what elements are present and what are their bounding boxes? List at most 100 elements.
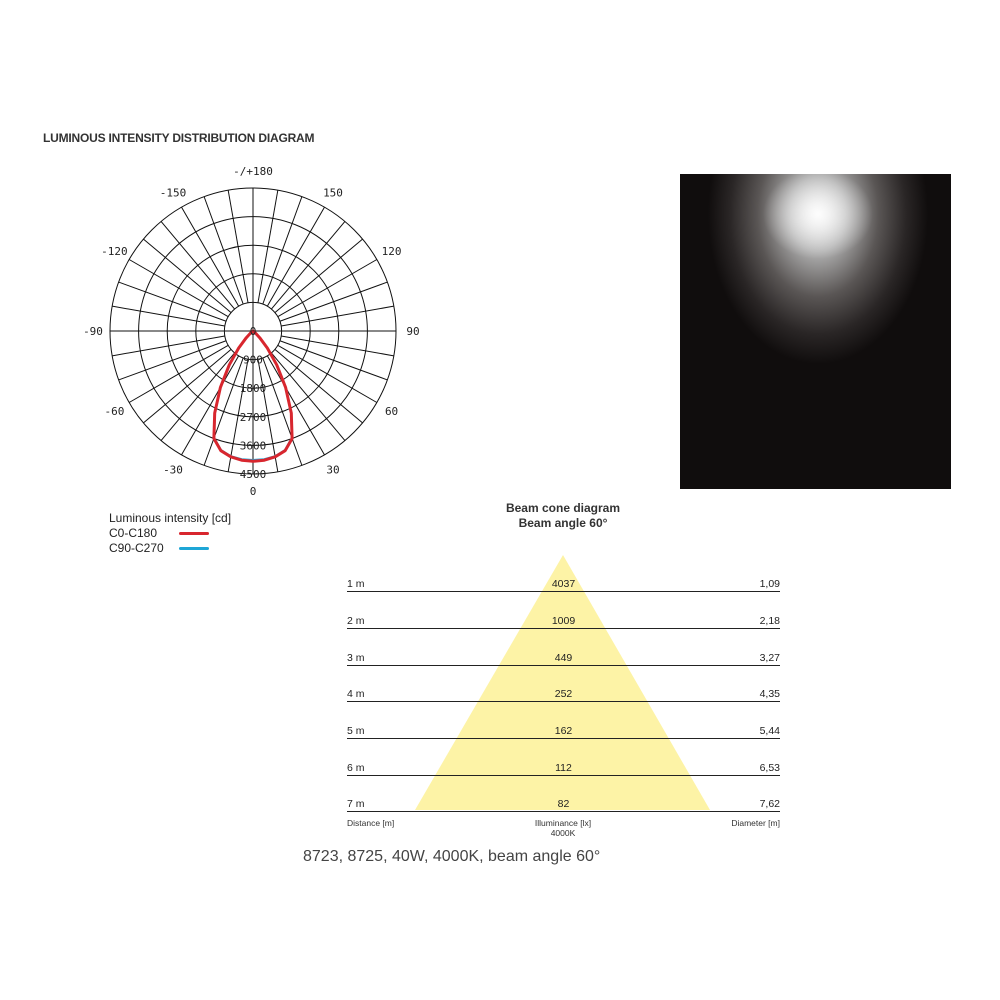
angle-label: 60 <box>385 405 398 418</box>
beam-angle-label: Beam angle 60° <box>518 516 608 530</box>
distance-value: 7 m <box>347 798 365 810</box>
grid-spoke <box>262 196 303 305</box>
diameter-header: Diameter [m] <box>731 818 780 828</box>
illuminance-value: 1009 <box>551 615 576 627</box>
grid-spoke <box>277 259 378 318</box>
table-row: 6 m 112 6,53 <box>347 759 780 776</box>
diameter-value: 3,27 <box>759 652 780 664</box>
angle-label: 0 <box>250 485 257 498</box>
grid-spoke <box>181 206 240 307</box>
legend-swatch-blue <box>179 547 209 550</box>
legend-item-c90-c270: C90-C270 <box>109 541 231 556</box>
grid-spoke <box>281 335 394 357</box>
grid-spoke <box>118 340 227 381</box>
grid-spoke <box>143 349 232 424</box>
diameter-value: 6,53 <box>759 762 780 774</box>
grid-spoke <box>227 190 249 303</box>
distance-value: 3 m <box>347 652 365 664</box>
diameter-value: 1,09 <box>759 578 780 590</box>
illuminance-cct: 4000K <box>550 828 576 838</box>
distance-value: 5 m <box>347 725 365 737</box>
illuminance-value: 162 <box>554 725 573 737</box>
table-row: 1 m 4037 1,09 <box>347 575 780 592</box>
angle-label: 150 <box>323 186 343 199</box>
illuminance-header: Illuminance [lx] 4000K <box>513 818 613 838</box>
grid-spoke <box>279 281 388 322</box>
series-curve-c0-c180 <box>212 329 294 463</box>
grid-spoke <box>112 305 225 327</box>
grid-spoke <box>271 352 346 441</box>
distance-value: 2 m <box>347 615 365 627</box>
table-row: 2 m 1009 2,18 <box>347 612 780 629</box>
grid-spoke <box>112 335 225 357</box>
grid-spoke <box>227 359 249 472</box>
grid-spoke <box>266 355 325 456</box>
illuminance-value: 449 <box>554 652 573 664</box>
table-row: 7 m 82 7,62 <box>347 795 780 812</box>
radial-tick-label: 900 <box>243 354 263 367</box>
diameter-value: 7,62 <box>759 798 780 810</box>
legend-item-c0-c180: C0-C180 <box>109 526 231 541</box>
radial-tick-label: 0 <box>250 325 257 338</box>
legend-label: C90-C270 <box>109 541 164 555</box>
grid-spoke <box>271 221 346 310</box>
grid-spoke <box>274 349 363 424</box>
grid-spoke <box>160 352 235 441</box>
grid-spoke <box>257 190 279 303</box>
beam-cone-title: Beam cone diagram Beam angle 60° <box>463 501 663 531</box>
distance-value: 1 m <box>347 578 365 590</box>
grid-spoke <box>203 357 244 466</box>
diameter-value: 2,18 <box>759 615 780 627</box>
legend-swatch-red <box>179 532 209 535</box>
grid-spoke <box>274 238 363 313</box>
diameter-value: 4,35 <box>759 688 780 700</box>
grid-spoke <box>257 359 279 472</box>
illuminance-value: 112 <box>555 762 572 774</box>
diameter-value: 5,44 <box>759 725 780 737</box>
angle-label: 120 <box>382 245 402 258</box>
angle-label: -/+180 <box>233 165 273 178</box>
radial-tick-label: 2700 <box>240 411 267 424</box>
table-row: 4 m 252 4,35 <box>347 685 780 702</box>
beam-cone-heading: Beam cone diagram <box>505 501 621 515</box>
angle-label: -30 <box>163 464 183 477</box>
distance-value: 6 m <box>347 762 365 774</box>
illuminance-value: 252 <box>554 688 573 700</box>
light-glow <box>680 174 951 489</box>
grid-spoke <box>203 196 244 305</box>
grid-spoke <box>143 238 232 313</box>
angle-label: 30 <box>326 464 339 477</box>
grid-spoke <box>279 340 388 381</box>
angle-label: -60 <box>104 405 124 418</box>
legend-title: Luminous intensity [cd] <box>109 511 232 525</box>
legend-label: C0-C180 <box>109 526 158 540</box>
product-caption: 8723, 8725, 40W, 4000K, beam angle 60° <box>303 848 601 865</box>
angle-label: 90 <box>406 325 419 338</box>
illuminance-value: 82 <box>557 798 570 810</box>
grid-spoke <box>128 344 229 403</box>
beam-cone-triangle <box>415 555 710 810</box>
angle-label: -120 <box>101 245 128 258</box>
polar-legend: Luminous intensity [cd] C0-C180 C90-C270 <box>109 511 231 556</box>
illuminance-value: 4037 <box>551 578 576 590</box>
radial-tick-label: 4500 <box>240 468 267 481</box>
grid-spoke <box>277 344 378 403</box>
radial-tick-label: 3600 <box>240 439 267 452</box>
grid-spoke <box>118 281 227 322</box>
diagram-title: LUMINOUS INTENSITY DISTRIBUTION DIAGRAM <box>43 131 315 145</box>
table-row: 3 m 449 3,27 <box>347 649 780 666</box>
grid-spoke <box>281 305 394 327</box>
grid-spoke <box>160 221 235 310</box>
angle-label: -150 <box>160 186 187 199</box>
distance-value: 4 m <box>347 688 365 700</box>
grid-spoke <box>266 206 325 307</box>
grid-spoke <box>128 259 229 318</box>
angle-label: -90 <box>83 325 103 338</box>
radial-tick-label: 1800 <box>240 382 267 395</box>
distance-header: Distance [m] <box>347 818 395 828</box>
grid-spoke <box>181 355 240 456</box>
light-distribution-photo <box>680 174 951 489</box>
table-row: 5 m 162 5,44 <box>347 722 780 739</box>
